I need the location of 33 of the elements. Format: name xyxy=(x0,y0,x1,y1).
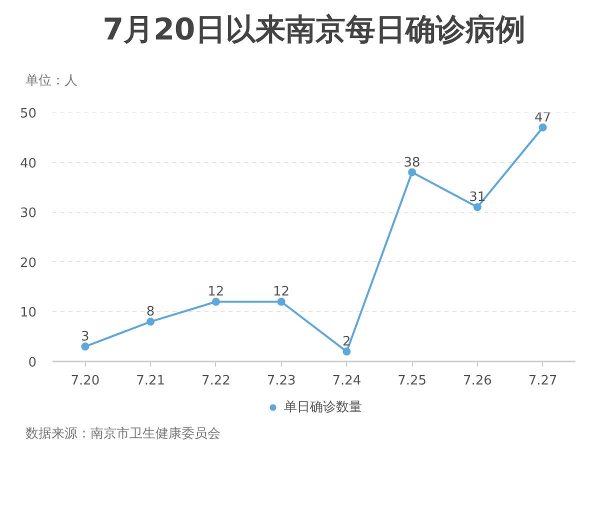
point xyxy=(146,318,155,326)
point xyxy=(473,203,482,212)
point xyxy=(538,123,547,132)
y-tick-label: 30 xyxy=(20,206,37,222)
point xyxy=(212,298,220,306)
y-tick-label: 10 xyxy=(20,306,37,321)
point xyxy=(277,298,286,306)
chart-title: 7月20日以来南京每日确诊病例 xyxy=(102,12,526,48)
legend-label: 单日确诊数量 xyxy=(284,399,362,416)
data-label: 12 xyxy=(208,284,224,300)
x-tick-label: 7.27 xyxy=(528,374,558,388)
x-tick-label: 7.24 xyxy=(332,374,362,388)
source-note: 数据来源：南京市卫生健康委员会 xyxy=(26,426,220,442)
x-tick-label: 7.25 xyxy=(398,374,427,388)
x-tick-label: 7.23 xyxy=(266,374,296,388)
x-tick-label: 7.22 xyxy=(201,374,230,388)
x-tick-label: 7.20 xyxy=(70,374,100,388)
x-tick-label: 7.21 xyxy=(136,374,166,388)
point xyxy=(81,342,90,351)
y-tick-label: 50 xyxy=(20,106,37,122)
data-label: 12 xyxy=(273,284,290,300)
data-label: 3 xyxy=(81,330,90,345)
point xyxy=(408,168,416,176)
y-tick-label: 20 xyxy=(20,256,37,271)
data-label: 31 xyxy=(469,190,486,206)
y-tick-label: 40 xyxy=(20,156,37,172)
y-axis-title: 单位：人 xyxy=(26,74,78,88)
y-tick-label: 0 xyxy=(28,356,37,370)
x-tick-label: 7.26 xyxy=(462,374,492,388)
data-label: 38 xyxy=(404,155,420,170)
data-label: 8 xyxy=(146,304,155,320)
point xyxy=(342,348,351,356)
data-label: 2 xyxy=(342,334,351,350)
